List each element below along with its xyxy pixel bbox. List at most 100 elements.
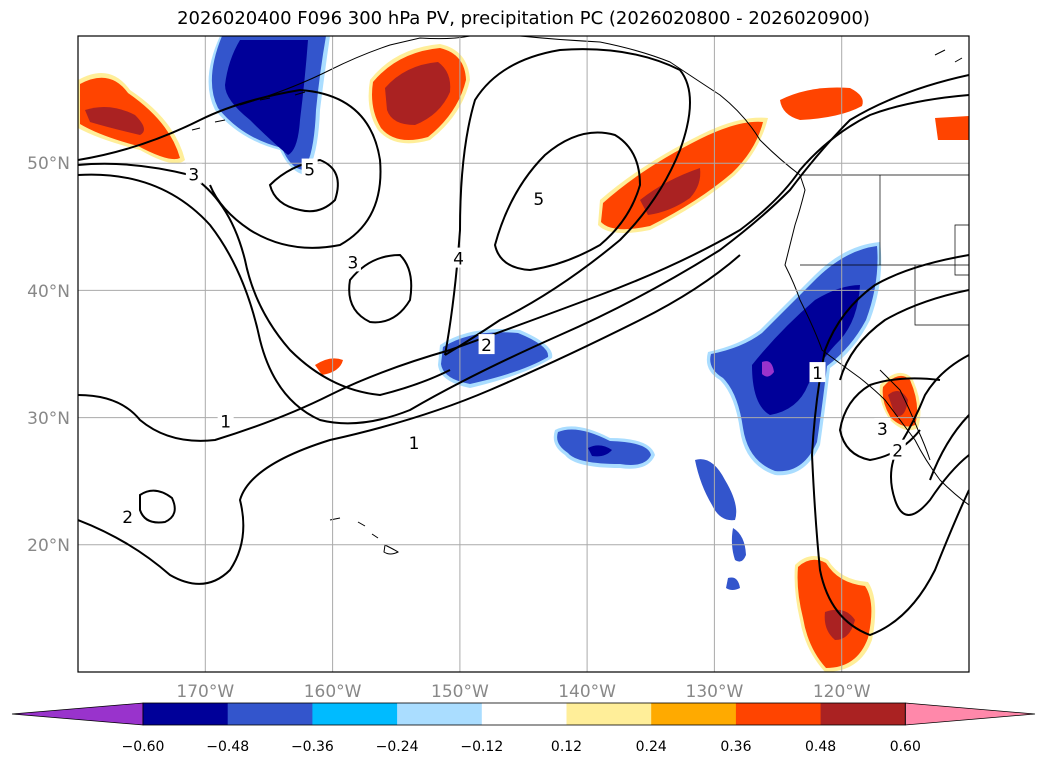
contour-label-bg (217, 410, 234, 431)
precip-positive-region-nw-peak (85, 106, 144, 135)
contour-label-bg (809, 362, 826, 383)
colorbar-label-m048: −0.48 (206, 739, 249, 755)
colorbar-label-048: 0.48 (805, 739, 836, 755)
contour-label-bg (406, 432, 423, 453)
lon-label-140w: 140°W (558, 682, 616, 702)
contour-label-6: 1 (220, 412, 231, 432)
colorbar-segment-9 (820, 703, 906, 725)
contour-label-3: 3 (348, 253, 359, 273)
contour-label-bg (874, 418, 891, 439)
lat-label-30n: 30°N (27, 409, 70, 429)
pv-contour-2-west (78, 74, 969, 425)
lon-axis-labels: 170°W 160°W 150°W 140°W 130°W 120°W (176, 682, 870, 702)
lon-label-130w: 130°W (686, 682, 744, 702)
contour-label-bg (185, 163, 202, 184)
precip-negative-region-140w-core (588, 445, 612, 457)
us-states (800, 174, 969, 326)
contour-label-1: 3 (188, 166, 199, 186)
canada-coast (934, 49, 963, 63)
contour-label-bg (301, 158, 318, 179)
lon-label-150w: 150°W (431, 682, 489, 702)
precip-positive-region-south-core (824, 609, 855, 640)
hawaii-islands (329, 517, 399, 555)
contour-label-bg (889, 439, 906, 460)
pv-contour-2-east (890, 354, 969, 516)
contour-label-0: 5 (304, 161, 315, 181)
contour-label-10: 2 (892, 442, 903, 462)
colorbar-segment-7 (651, 703, 737, 725)
pv-contours (78, 48, 969, 637)
colorbar-segment-2 (227, 703, 313, 725)
precip-negative-region-east-core (752, 285, 860, 415)
contour-label-9: 3 (877, 420, 888, 440)
contour-label-bg (450, 247, 467, 268)
precip-negative-streak-130w (695, 459, 737, 521)
precip-negative-region-east-peak (762, 361, 774, 377)
colorbar-label-012: 0.12 (551, 739, 582, 755)
graticule (78, 36, 969, 672)
pv-contour-1-east (810, 254, 969, 637)
precip-positive-region-north-core (385, 62, 451, 125)
colorbar (11, 702, 1036, 726)
precip-negative-region-mid-b (441, 332, 549, 384)
precip-positive-region-ne-core (640, 168, 701, 215)
contour-label-bg (530, 187, 547, 208)
contour-label-8: 2 (122, 508, 133, 528)
colorbar-segment-1 (143, 703, 229, 725)
pv-contour-1-loop (78, 94, 969, 442)
colorbar-label-m036: −0.36 (291, 739, 334, 755)
lon-label-170w: 170°W (176, 682, 234, 702)
contour-label-2: 5 (533, 190, 544, 210)
contour-label-bg (344, 251, 361, 272)
colorbar-outline (142, 702, 906, 726)
pv-contour-5-mid (493, 131, 642, 272)
precip-anomaly-fields (78, 36, 969, 672)
colorbar-label-m060: −0.60 (122, 739, 165, 755)
contour-label-4: 4 (453, 250, 464, 270)
precip-negative-streak-130w-c (726, 577, 740, 590)
colorbar-label-036: 0.36 (720, 739, 751, 755)
lat-label-40n: 40°N (27, 282, 70, 302)
precip-positive-region-far-east (935, 116, 969, 140)
contour-label-bg (119, 505, 136, 526)
colorbar-extend-high (904, 702, 1036, 726)
colorbar-segment-8 (735, 703, 822, 725)
pv-contour-4-mid (444, 48, 691, 356)
precip-positive-region-baja-core (888, 391, 908, 416)
colorbar-segment-6 (566, 703, 652, 725)
lon-label-120w: 120°W (813, 682, 871, 702)
precip-positive-region-small (315, 358, 343, 375)
colorbar-tick-labels: −0.60 −0.48 −0.36 −0.24 −0.12 0.12 0.24 … (122, 739, 921, 755)
colorbar-segment-3 (312, 703, 398, 725)
lat-label-50n: 50°N (27, 154, 70, 174)
lat-label-20n: 20°N (27, 536, 70, 556)
colorbar-segment-4 (397, 703, 483, 725)
pv-contour-1-south (78, 254, 741, 585)
pv-contour-2-small (139, 489, 176, 524)
colorbar-label-m012: −0.12 (460, 739, 503, 755)
contour-label-5: 2 (481, 336, 492, 356)
aleutians (191, 91, 306, 131)
lat-axis-labels: 20°N 30°N 40°N 50°N (27, 154, 70, 556)
lon-label-160w: 160°W (304, 682, 362, 702)
chart-title: 2026020400 F096 300 hPa PV, precipitatio… (177, 8, 870, 29)
pv-contour-2-east-b (839, 289, 969, 381)
pv-contour-3-west (78, 162, 451, 397)
colorbar-label-m024: −0.24 (376, 739, 419, 755)
pv-contour-3-mid (348, 253, 413, 324)
contour-label-11: 1 (812, 364, 823, 384)
colorbar-extend-low (11, 702, 144, 726)
pv-contour-2-east-c (929, 414, 969, 481)
contour-label-bg (478, 334, 495, 355)
alaska-coast (239, 36, 969, 506)
colorbar-label-024: 0.24 (636, 739, 667, 755)
map-frame (77, 35, 970, 673)
colorbar-label-060: 0.60 (890, 739, 921, 755)
pv-contour-4-west (78, 88, 382, 249)
colorbar-segment-5 (481, 703, 567, 725)
pv-contour-3-east (838, 377, 941, 462)
contour-label-7: 1 (409, 434, 420, 454)
